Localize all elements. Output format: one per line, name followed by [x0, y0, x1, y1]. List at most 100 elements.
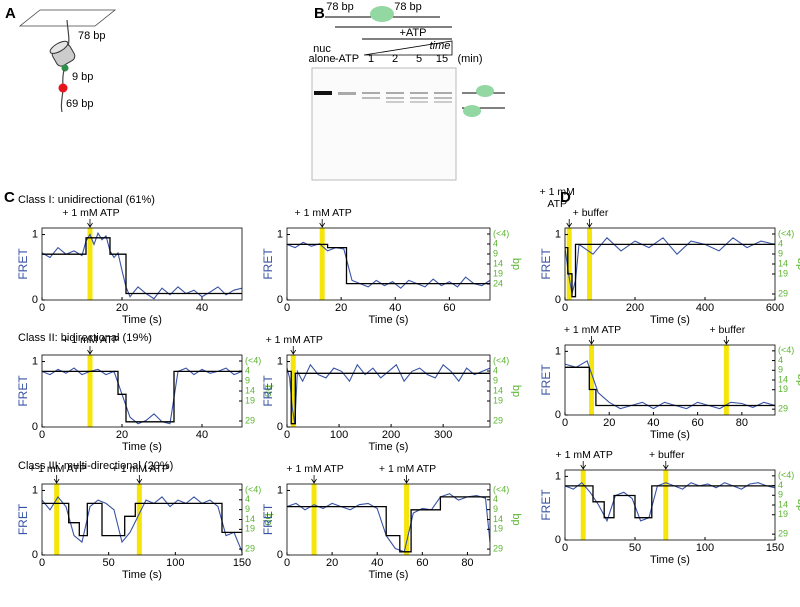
y2-tick-label: (<4) — [778, 228, 794, 238]
x-tick-label: 100 — [330, 429, 348, 441]
lane-label: alone — [309, 53, 336, 65]
y2-tick-label: 29 — [778, 288, 788, 298]
trace — [565, 360, 775, 410]
trace — [565, 481, 775, 523]
annotation: + 1 mM ATP — [564, 324, 621, 336]
schematic-a: 78 bp 9 bp 69 bp — [18, 9, 117, 113]
addition-marker — [311, 484, 317, 555]
annotation: + buffer — [573, 207, 609, 219]
x-tick-label: 20 — [335, 302, 347, 314]
y2-tick-label: 9 — [493, 375, 498, 385]
arrow — [53, 475, 60, 484]
annotation: + 1 mM ATP — [286, 463, 343, 475]
arrow — [403, 475, 410, 484]
section-title: Class II: bidirectional (19%) — [18, 332, 152, 344]
y-tick-label: 1 — [277, 355, 283, 367]
annotation: + 1 mM ATP — [295, 207, 352, 219]
y2-tick-label: (<4) — [778, 345, 794, 355]
y-tick-label: 0 — [555, 294, 561, 306]
lane-label: 1 — [368, 53, 374, 65]
plot-frame — [286, 227, 491, 301]
x-axis-label: Time (s) — [650, 429, 690, 441]
annotation: + 1 mM ATP — [266, 334, 323, 346]
x-tick-label: 60 — [692, 417, 704, 429]
y2-tick-label: 4 — [778, 480, 783, 490]
x-tick-label: 0 — [284, 302, 290, 314]
lane-label: -ATP — [335, 53, 359, 65]
x-tick-label: 200 — [626, 302, 644, 314]
trace — [287, 370, 490, 425]
y2-tick-label: 14 — [493, 258, 503, 268]
section-title: Class I: unidirectional (61%) — [18, 194, 155, 206]
lane-label: 15 — [436, 53, 448, 65]
y2-tick-label: (<4) — [778, 470, 794, 480]
arrow — [311, 475, 317, 484]
x-tick-label: 150 — [233, 557, 251, 569]
x-axis-label: Time (s) — [369, 569, 409, 581]
y2-axis-label: dq — [510, 385, 522, 397]
addition-marker — [587, 228, 592, 300]
x-tick-label: 0 — [284, 557, 290, 569]
y2-tick-label: 4 — [493, 494, 498, 504]
y-axis-label: FRET — [16, 503, 30, 535]
chart: + 1 mM ATP + buffer 0 50 100 150 Time (s) 0 1FRE… — [539, 449, 800, 566]
y-tick-label: 1 — [555, 345, 561, 357]
annotation: + buffer — [710, 324, 746, 336]
y-tick-label: 0 — [555, 409, 561, 421]
lane-label: 5 — [416, 53, 422, 65]
y2-tick-label: 14 — [778, 499, 788, 509]
x-tick-label: 40 — [647, 417, 659, 429]
y2-tick-label: 14 — [778, 258, 788, 268]
lane-label: nuc — [313, 43, 331, 55]
schematic-label: 78 bp — [78, 30, 106, 42]
x-tick-label: 20 — [326, 557, 338, 569]
x-tick-label: 300 — [434, 429, 452, 441]
trace — [565, 485, 775, 519]
annotation: + 1 mM ATP — [62, 207, 119, 219]
plot-frame — [286, 354, 491, 428]
y2-axis-label: dq — [510, 513, 522, 525]
x-tick-label: 0 — [562, 302, 568, 314]
arrow — [723, 336, 730, 345]
section-title: Class III: multi-directional (20%) — [18, 460, 173, 472]
x-tick-label: 40 — [196, 429, 208, 441]
y2-tick-label: (<4) — [245, 484, 261, 494]
lane-label: (min) — [457, 53, 482, 65]
addition-marker — [87, 355, 93, 427]
y-tick-label: 1 — [277, 228, 283, 240]
y2-tick-label: (<4) — [493, 228, 509, 238]
schematic-label: 9 bp — [72, 71, 93, 83]
addition-marker — [580, 470, 586, 540]
annotation: + 1 mM ATP — [62, 334, 119, 346]
y2-tick-label: 4 — [778, 355, 783, 365]
lane-label: 2 — [392, 53, 398, 65]
trace — [42, 502, 242, 537]
x-tick-label: 40 — [371, 557, 383, 569]
trace — [42, 237, 242, 295]
y2-tick-label: 19 — [493, 524, 503, 534]
x-tick-label: 0 — [562, 542, 568, 554]
y2-tick-label: 29 — [778, 529, 788, 539]
plot-frame — [41, 483, 243, 556]
annotation: + 1 mM — [540, 186, 575, 198]
y-tick-label: 1 — [555, 228, 561, 240]
x-tick-label: 100 — [166, 557, 184, 569]
x-axis-label: Time (s) — [650, 314, 690, 326]
trace — [565, 237, 775, 294]
trace — [287, 496, 490, 553]
addition-marker — [663, 470, 669, 540]
y2-tick-label: 19 — [778, 384, 788, 394]
construct-label: 78 bp — [394, 1, 422, 13]
y2-tick-label: 14 — [493, 385, 503, 395]
x-tick-label: 600 — [766, 302, 784, 314]
y2-tick-label: 9 — [493, 248, 498, 258]
y2-axis-label: dq — [795, 374, 800, 386]
y2-tick-label: (<4) — [493, 355, 509, 365]
x-axis-label: Time (s) — [369, 441, 409, 453]
y2-tick-label: 4 — [493, 238, 498, 248]
